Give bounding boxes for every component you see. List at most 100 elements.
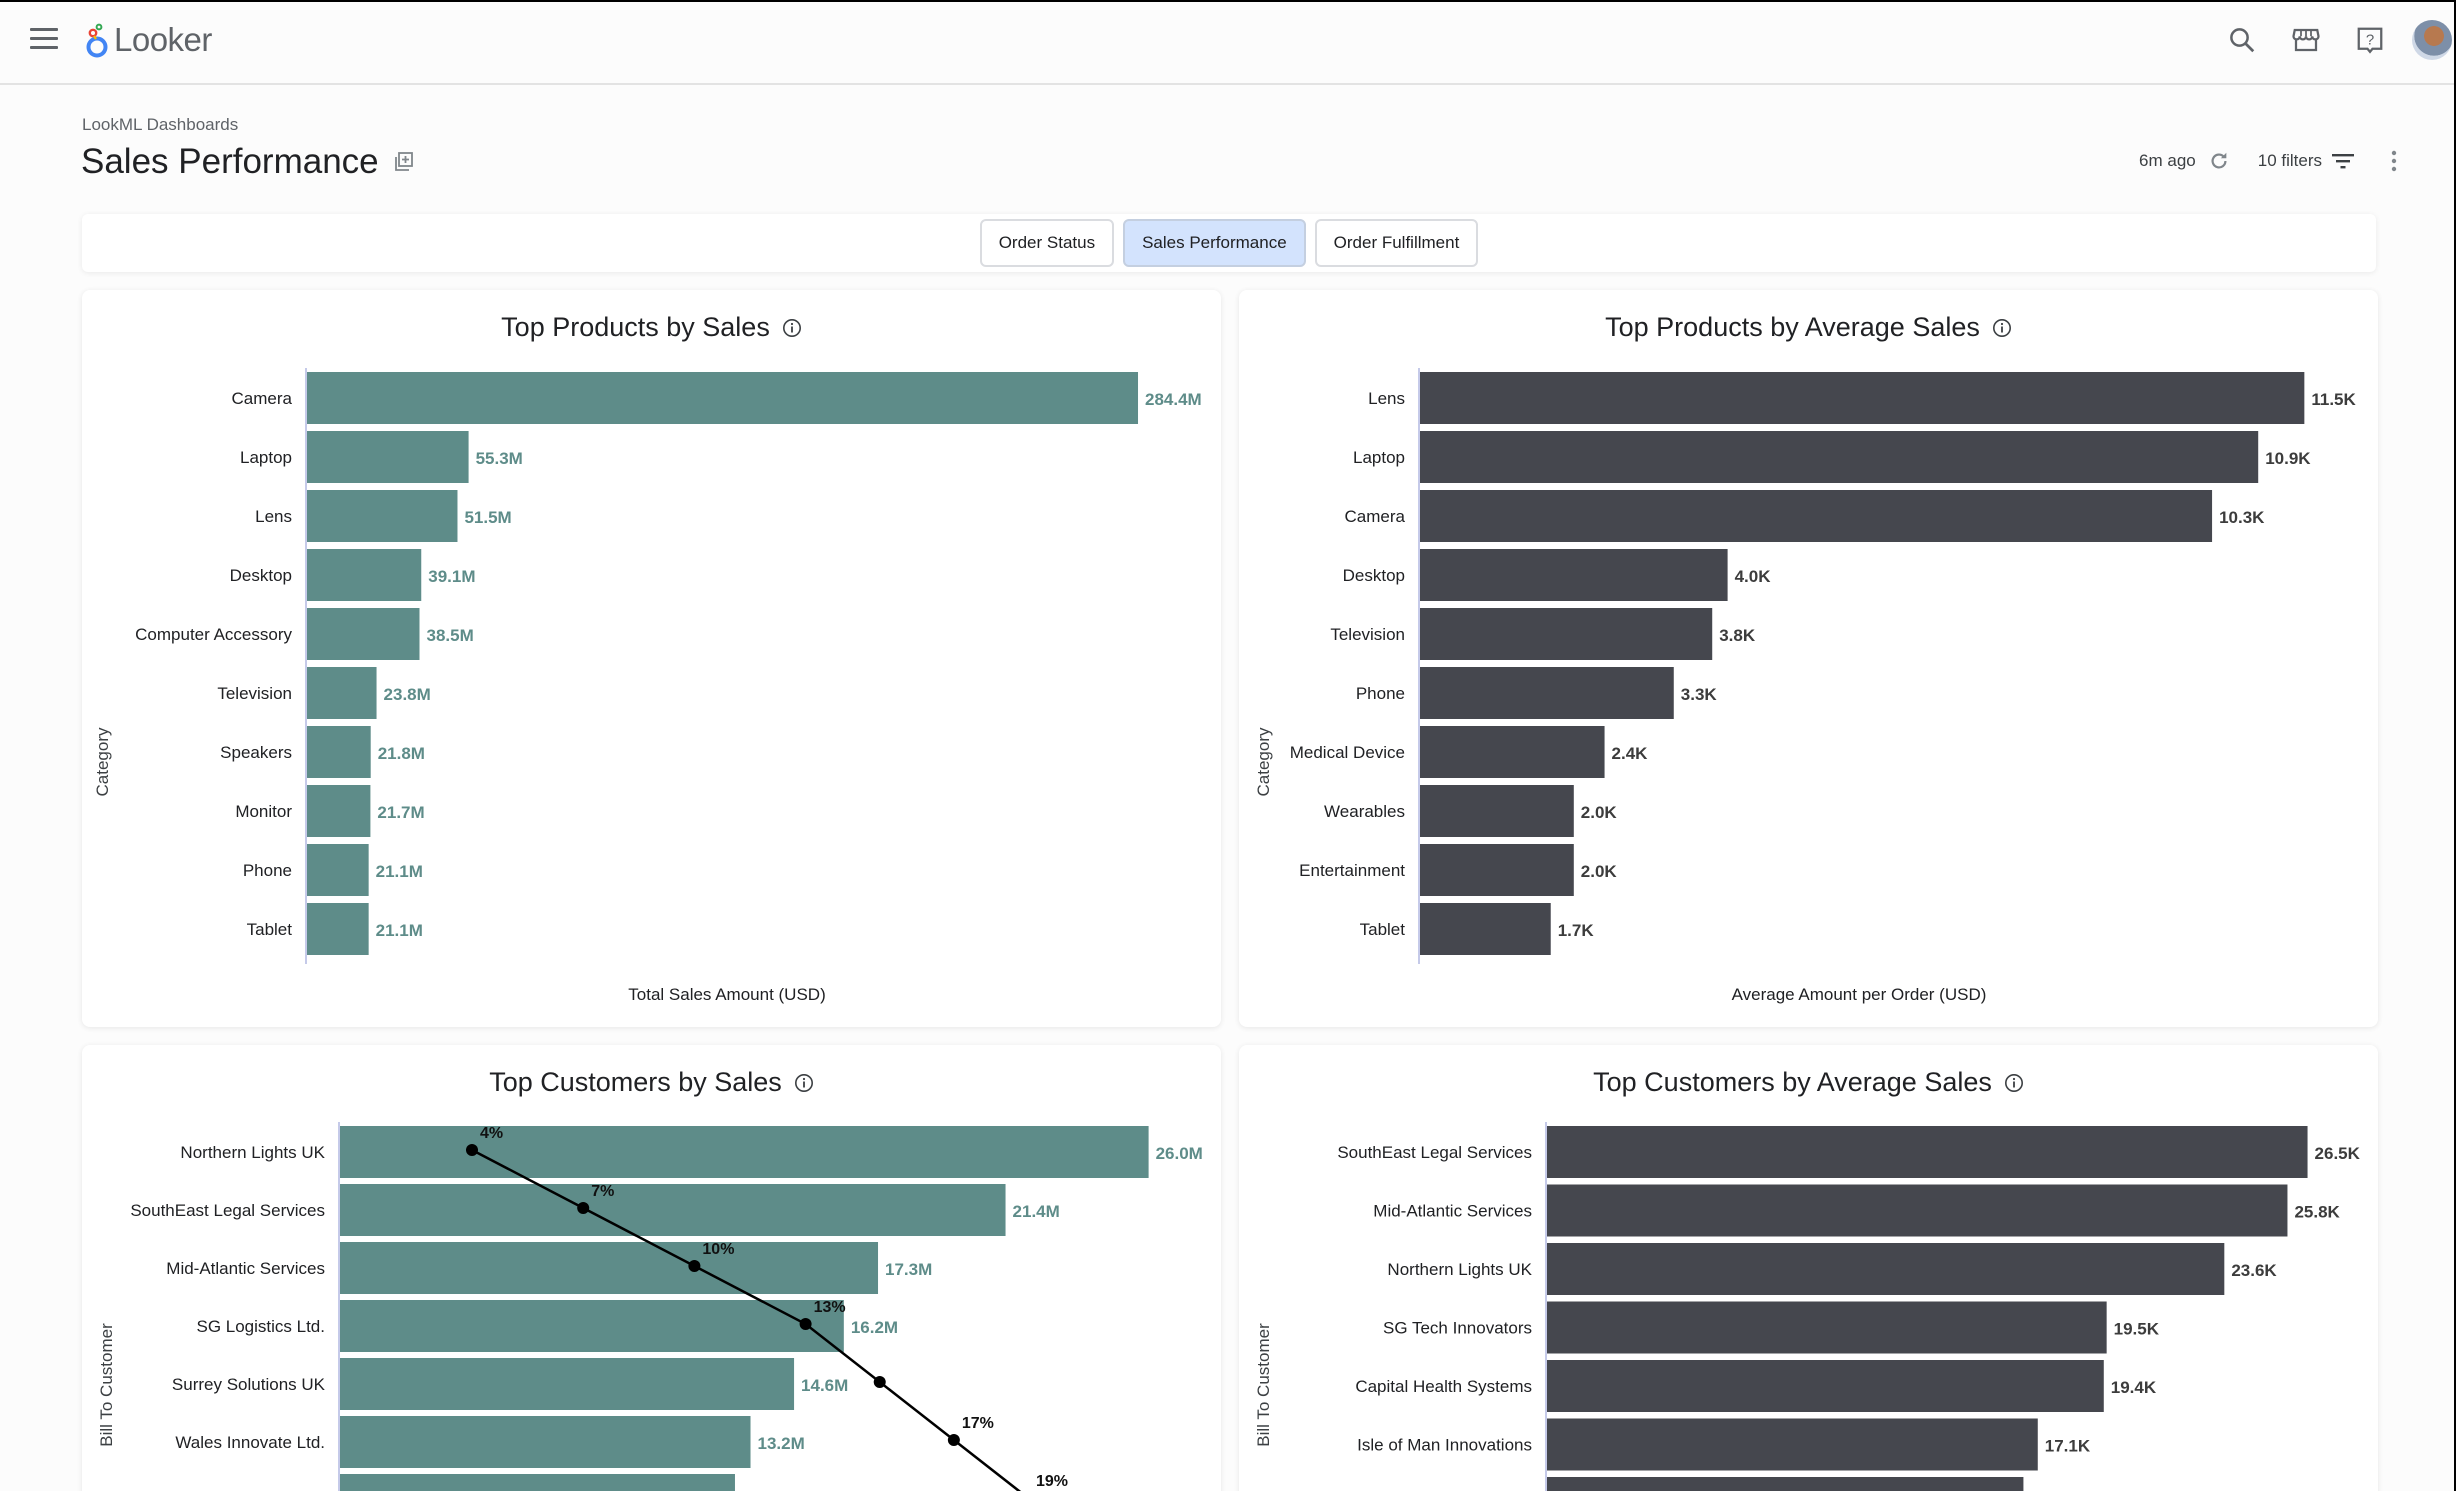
- tab-order-fulfillment[interactable]: Order Fulfillment: [1314, 219, 1479, 267]
- bar[interactable]: [307, 372, 1139, 424]
- hamburger-menu-icon[interactable]: [30, 28, 58, 50]
- category-label: Desktop: [1343, 566, 1405, 585]
- bar[interactable]: [307, 490, 458, 542]
- more-vert-icon[interactable]: [2390, 150, 2398, 172]
- category-label: Tablet: [247, 920, 293, 939]
- value-label: 19.5K: [2114, 1320, 2160, 1339]
- cumulative-point[interactable]: [799, 1318, 812, 1330]
- category-label: SouthEast Legal Services: [1337, 1143, 1532, 1162]
- dashboard-tabs: Order Status Sales Performance Order Ful…: [82, 214, 2376, 272]
- value-label: 26.0M: [1156, 1144, 1203, 1163]
- value-label: 38.5M: [426, 626, 473, 645]
- bar[interactable]: [307, 726, 371, 778]
- value-label: 21.1M: [376, 921, 423, 940]
- bar[interactable]: [1547, 1184, 2288, 1237]
- bar[interactable]: [340, 1474, 735, 1491]
- value-label: 3.3K: [1681, 685, 1718, 704]
- bar[interactable]: [307, 903, 369, 955]
- cumulative-point[interactable]: [873, 1376, 886, 1388]
- value-label: 14.6M: [801, 1376, 848, 1395]
- tab-order-status[interactable]: Order Status: [979, 219, 1115, 267]
- bar[interactable]: [1420, 490, 2213, 542]
- value-label: 26.5K: [2315, 1144, 2361, 1163]
- value-label: 25.8K: [2294, 1203, 2340, 1222]
- bar[interactable]: [1547, 1360, 2104, 1412]
- bar[interactable]: [340, 1126, 1149, 1178]
- category-label: Mid-Atlantic Services: [1373, 1202, 1532, 1221]
- breadcrumb[interactable]: LookML Dashboards: [82, 115, 239, 134]
- x-axis-title: Total Sales Amount (USD): [628, 985, 825, 1004]
- bar[interactable]: [1420, 785, 1574, 837]
- category-label: Camera: [232, 389, 293, 408]
- category-label: Television: [1330, 625, 1405, 644]
- bar[interactable]: [1420, 608, 1713, 660]
- bar[interactable]: [307, 785, 371, 837]
- bar[interactable]: [340, 1184, 1006, 1236]
- cumulative-point[interactable]: [466, 1144, 478, 1156]
- search-icon[interactable]: [2220, 18, 2264, 62]
- cumulative-point[interactable]: [688, 1260, 701, 1272]
- cumulative-point[interactable]: [947, 1434, 960, 1446]
- bar[interactable]: [1547, 1243, 2225, 1295]
- category-label: Desktop: [230, 566, 292, 585]
- value-label: 10.3K: [2219, 508, 2265, 527]
- value-label: 2.0K: [1581, 803, 1618, 822]
- category-label: Camera: [1345, 507, 1406, 526]
- value-label: 17.3M: [885, 1260, 932, 1279]
- x-axis-title: Average Amount per Order (USD): [1732, 985, 1987, 1004]
- category-label: Surrey Solutions UK: [172, 1375, 326, 1394]
- help-icon[interactable]: ?: [2348, 18, 2392, 62]
- category-label: Lens: [1368, 389, 1405, 408]
- looker-logo[interactable]: Looker: [84, 20, 212, 60]
- bar[interactable]: [340, 1242, 879, 1294]
- value-label: 4.0K: [1735, 567, 1772, 586]
- info-icon[interactable]: [794, 1073, 814, 1093]
- avatar[interactable]: [2412, 20, 2452, 60]
- category-label: SG Tech Innovators: [1383, 1319, 1532, 1338]
- bar[interactable]: [1420, 903, 1551, 955]
- bar[interactable]: [307, 608, 420, 660]
- cumulative-percent-label: 17%: [962, 1415, 994, 1432]
- bar[interactable]: [307, 844, 369, 896]
- bar[interactable]: [307, 431, 469, 483]
- add-to-board-icon[interactable]: [393, 151, 415, 173]
- category-label: Lens: [255, 507, 292, 526]
- value-label: 17.1K: [2045, 1437, 2091, 1456]
- bar[interactable]: [1420, 431, 2259, 483]
- value-label: 19.4K: [2111, 1378, 2157, 1397]
- bar[interactable]: [307, 549, 422, 601]
- bar[interactable]: [340, 1358, 795, 1410]
- bar[interactable]: [1420, 726, 1605, 778]
- cumulative-point[interactable]: [577, 1202, 590, 1214]
- bar[interactable]: [340, 1300, 844, 1352]
- bar[interactable]: [1547, 1418, 2038, 1471]
- info-icon[interactable]: [2004, 1073, 2024, 1093]
- bar[interactable]: [1420, 372, 2305, 424]
- bar[interactable]: [1547, 1477, 2024, 1491]
- svg-text:?: ?: [2366, 31, 2374, 48]
- tab-sales-performance[interactable]: Sales Performance: [1123, 219, 1306, 267]
- value-label: 16.2M: [851, 1318, 898, 1337]
- refresh-icon[interactable]: [2208, 150, 2230, 172]
- page-title: Sales Performance: [81, 142, 379, 181]
- app-name: Looker: [114, 21, 212, 58]
- category-label: Computer Accessory: [135, 625, 292, 644]
- category-label: SG Logistics Ltd.: [196, 1317, 325, 1336]
- value-label: 51.5M: [464, 508, 511, 527]
- category-label: Phone: [1356, 684, 1405, 703]
- bar[interactable]: [307, 667, 377, 719]
- bar[interactable]: [340, 1416, 751, 1468]
- bar[interactable]: [1547, 1301, 2107, 1354]
- value-label: 21.1M: [376, 862, 423, 881]
- bar[interactable]: [1420, 844, 1574, 896]
- bar[interactable]: [1420, 667, 1674, 719]
- bar[interactable]: [1420, 549, 1728, 601]
- cumulative-percent-line: [471, 1148, 1022, 1491]
- bar[interactable]: [1547, 1126, 2308, 1178]
- info-icon[interactable]: [1992, 318, 2012, 338]
- storefront-icon[interactable]: [2284, 18, 2328, 62]
- filters-button[interactable]: 10 filters: [2258, 151, 2354, 171]
- info-icon[interactable]: [782, 318, 802, 338]
- value-label: 21.8M: [378, 744, 425, 763]
- value-label: 10.9K: [2265, 449, 2311, 468]
